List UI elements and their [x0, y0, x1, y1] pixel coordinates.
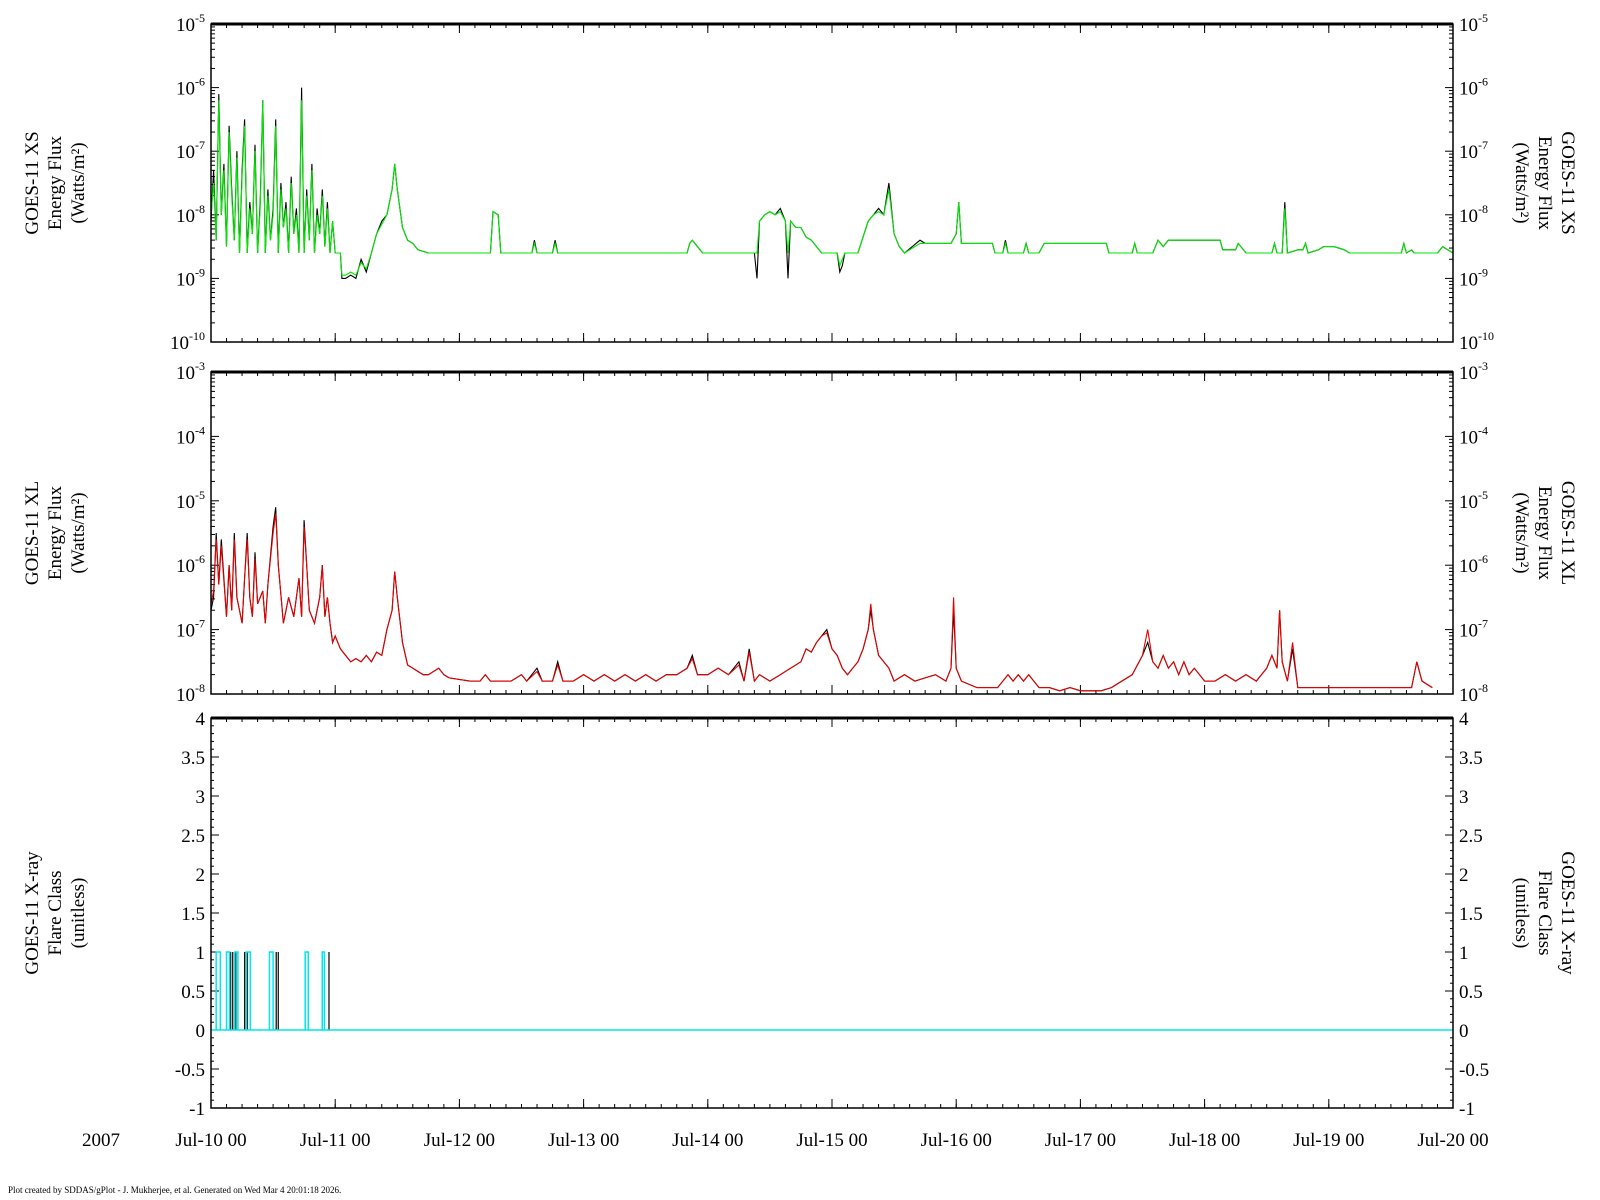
y-tick-label-right: 10-8 — [1459, 202, 1488, 227]
y-tick-label-left: 0.5 — [181, 982, 205, 1003]
flare-class-panel: -1 -1 -0.5 -0.5 0 0 0.5 0.5 1 1 1.5 1.5 2 2 2.5 2.5 3 3 3.… — [22, 709, 1578, 1120]
y-tick-label-left: 2 — [196, 865, 206, 886]
x-tick-label: Jul-11 00 — [300, 1130, 371, 1151]
y-tick-label-left: 10-6 — [176, 552, 205, 577]
y-tick-label-right: 1.5 — [1459, 904, 1483, 925]
y-tick-label-left: 10-7 — [176, 617, 205, 642]
y-tick-label-left: 10-8 — [176, 681, 205, 706]
y-tick-label-right: 10-7 — [1459, 138, 1488, 163]
y-axis-title-right: GOES-11 X-rayFlare Class(unitless) — [1511, 851, 1578, 975]
y-tick-label-left: 10-10 — [170, 329, 205, 354]
y-tick-label-right: 10-3 — [1459, 359, 1488, 384]
y-axis-title-left: GOES-11 XL Energy Flux (Watts/m²) — [22, 481, 89, 585]
flare-pulse-cyan — [321, 951, 326, 1030]
flare-pulse-cyan — [225, 951, 231, 1030]
y-tick-label-left: 10-8 — [176, 202, 205, 227]
x-tick-label: Jul-17 00 — [1045, 1130, 1116, 1151]
series-line-1 — [210, 100, 1454, 277]
y-tick-label-left: 10-3 — [176, 359, 205, 384]
series-line-1 — [210, 513, 1433, 692]
x-tick-label: Jul-14 00 — [672, 1130, 743, 1151]
x-tick-label: Jul-13 00 — [548, 1130, 619, 1151]
y-tick-label-left: 3 — [196, 787, 206, 808]
x-tick-label: Jul-18 00 — [1169, 1130, 1240, 1151]
x-tick-label: Jul-12 00 — [424, 1130, 495, 1151]
y-tick-label-left: 3.5 — [181, 748, 205, 769]
y-tick-label-right: 1 — [1459, 943, 1469, 964]
plot-frame — [210, 371, 1454, 695]
x-tick-label: Jul-19 00 — [1293, 1130, 1364, 1151]
year-label: 2007 — [82, 1130, 120, 1151]
y-tick-label-right: 10-10 — [1459, 329, 1494, 354]
flare-pulse-cyan — [234, 951, 239, 1030]
x-tick-label: Jul-16 00 — [921, 1130, 992, 1151]
y-tick-label-left: 2.5 — [181, 826, 205, 847]
xl-energy-flux-panel: 10-8 10-8 10-7 10-7 10-6 10-6 10-5 10-5 10-4 10-4… — [22, 359, 1578, 706]
y-axis-title-left: GOES-11 XS Energy Flux (Watts/m²) — [22, 131, 89, 234]
x-tick-label: Jul-10 00 — [175, 1130, 246, 1151]
y-tick-label-left: -0.5 — [175, 1060, 205, 1081]
y-tick-label-right: 0 — [1459, 1021, 1469, 1042]
y-tick-label-right: 2 — [1459, 865, 1469, 886]
y-tick-label-right: 3 — [1459, 787, 1469, 808]
y-tick-label-right: 10-7 — [1459, 617, 1488, 642]
y-tick-label-right: 10-4 — [1459, 423, 1488, 448]
y-tick-label-left: 10-9 — [176, 265, 205, 290]
y-tick-label-left: -1 — [189, 1099, 205, 1120]
y-tick-label-left: 0 — [196, 1021, 206, 1042]
y-tick-label-right: 10-6 — [1459, 75, 1488, 100]
flare-pulse-cyan — [304, 951, 310, 1030]
series-line-0 — [210, 87, 1454, 280]
time-axis: Jul-10 00 Jul-11 00 Jul-12 00 Jul-13 00 Jul-… — [175, 1130, 1488, 1151]
series-line-0 — [210, 507, 1433, 692]
x-tick-label: Jul-20 00 — [1417, 1130, 1488, 1151]
flare-pulse-cyan — [245, 951, 252, 1030]
y-axis-title-right: GOES-11 XLEnergy Flux(Watts/m²) — [1511, 481, 1578, 585]
y-tick-label-right: 0.5 — [1459, 982, 1483, 1003]
y-tick-label-left: 10-4 — [176, 423, 205, 448]
y-tick-label-right: 10-5 — [1459, 11, 1488, 36]
plot-frame — [210, 23, 1454, 343]
y-tick-label-left: 1 — [196, 943, 206, 964]
y-tick-label-right: 10-8 — [1459, 681, 1488, 706]
y-tick-label-left: 10-5 — [176, 11, 205, 36]
xs-energy-flux-panel: 10-10 10-10 10-9 10-9 10-8 10-8 10-7 10-7 10-6 10… — [22, 11, 1578, 354]
x-tick-label: Jul-15 00 — [796, 1130, 867, 1151]
y-tick-label-left: 4 — [196, 709, 206, 730]
y-tick-label-left: 10-6 — [176, 75, 205, 100]
y-tick-label-left: 10-7 — [176, 138, 205, 163]
y-tick-label-left: 1.5 — [181, 904, 205, 925]
y-tick-label-right: -0.5 — [1459, 1060, 1489, 1081]
y-tick-label-right: 3.5 — [1459, 748, 1483, 769]
flare-pulse-cyan — [215, 951, 222, 1030]
y-tick-label-right: -1 — [1459, 1099, 1475, 1120]
plot-frame — [210, 717, 1454, 1109]
y-tick-label-right: 4 — [1459, 709, 1469, 730]
plot-credit-footer: Plot created by SDDAS/gPlot - J. Mukherj… — [8, 1185, 342, 1195]
y-tick-label-right: 10-6 — [1459, 552, 1488, 577]
y-tick-label-left: 10-5 — [176, 488, 205, 513]
y-axis-title-right: GOES-11 XSEnergy Flux(Watts/m²) — [1511, 131, 1578, 234]
y-tick-label-right: 10-5 — [1459, 488, 1488, 513]
flare-pulse-cyan — [268, 951, 274, 1030]
y-tick-label-right: 2.5 — [1459, 826, 1483, 847]
y-tick-label-right: 10-9 — [1459, 265, 1488, 290]
y-axis-title-left: GOES-11 X-ray Flare Class (unitless) — [22, 851, 89, 975]
